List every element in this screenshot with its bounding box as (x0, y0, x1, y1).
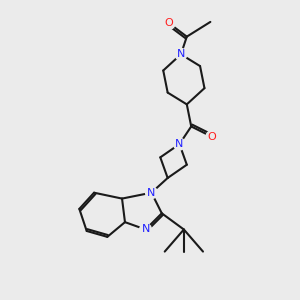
Text: O: O (165, 18, 173, 28)
Circle shape (163, 17, 175, 29)
Circle shape (174, 138, 185, 150)
Text: O: O (208, 132, 216, 142)
Circle shape (175, 48, 187, 60)
Circle shape (140, 224, 152, 236)
Text: N: N (147, 188, 156, 198)
Text: N: N (177, 49, 185, 59)
Text: N: N (141, 224, 150, 235)
Circle shape (206, 131, 218, 142)
Circle shape (146, 187, 158, 199)
Text: N: N (175, 139, 184, 149)
